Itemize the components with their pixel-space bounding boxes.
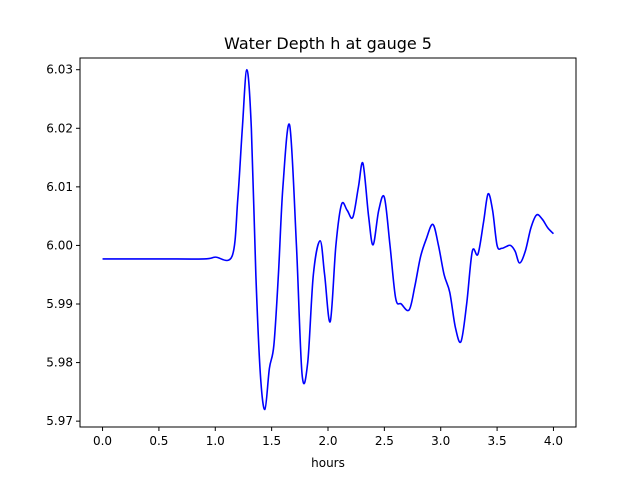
x-tick-label: 1.0 <box>206 434 225 448</box>
x-tick-label: 1.5 <box>262 434 281 448</box>
y-tick-label: 5.97 <box>46 414 73 428</box>
x-axis-label: hours <box>311 456 345 470</box>
x-tick-label: 0.0 <box>93 434 112 448</box>
x-tick-label: 2.5 <box>375 434 394 448</box>
plot-area <box>79 57 577 428</box>
plot-background <box>80 58 576 427</box>
series-line <box>102 68 555 411</box>
x-tick-label: 0.5 <box>149 434 168 448</box>
y-tick-label: 6.00 <box>46 238 73 252</box>
chart-title: Water Depth h at gauge 5 <box>224 34 432 53</box>
y-axis: 5.97 5.98 5.99 6.00 6.01 6.02 6.03 <box>46 63 80 428</box>
x-tick-label: 3.5 <box>488 434 507 448</box>
x-tick-label: 4.0 <box>544 434 563 448</box>
x-tick-label: 2.0 <box>318 434 337 448</box>
y-tick-label: 6.01 <box>46 180 73 194</box>
y-tick-label: 6.02 <box>46 121 73 135</box>
y-tick-label: 5.99 <box>46 297 73 311</box>
x-tick-label: 3.0 <box>431 434 450 448</box>
x-axis: 0.0 0.5 1.0 1.5 2.0 2.5 3.0 3.5 4.0 <box>93 427 563 448</box>
y-tick-label: 5.98 <box>46 356 73 370</box>
y-tick-label: 6.03 <box>46 63 73 77</box>
